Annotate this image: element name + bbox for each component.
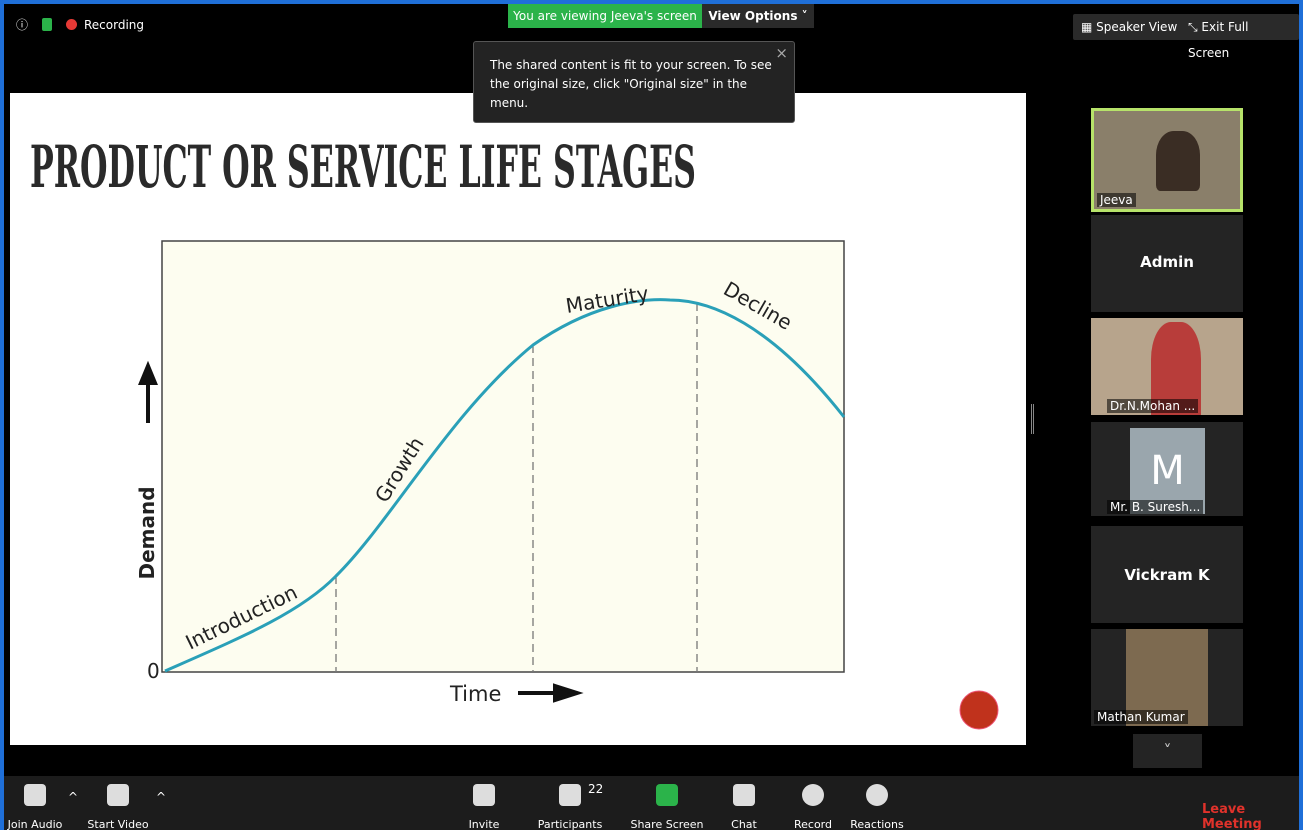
y-axis-label: Demand	[135, 486, 159, 579]
tile-name: Mathan Kumar	[1094, 710, 1188, 724]
participant-count: 22	[588, 782, 604, 796]
splitter[interactable]	[1031, 404, 1034, 434]
chat-icon[interactable]	[733, 784, 755, 806]
invite[interactable]: Invite	[468, 818, 500, 830]
audio-icon[interactable]	[24, 784, 46, 806]
tile-name: Mr. B. Suresh...	[1107, 500, 1204, 514]
life-cycle-curve	[164, 298, 846, 673]
record[interactable]: Record	[793, 818, 832, 830]
tile-name: Dr.N.Mohan ...	[1107, 399, 1199, 413]
x-arrow	[518, 683, 584, 703]
origin-label: 0	[147, 659, 160, 683]
avatar: M	[1130, 428, 1205, 514]
join-audio[interactable]: Join Audio	[7, 818, 63, 830]
photo	[1126, 629, 1208, 726]
scroll-down[interactable]: ˅	[1133, 734, 1202, 768]
record-icon[interactable]	[802, 784, 824, 806]
view-options-label[interactable]: View Options	[708, 9, 798, 23]
toolbar: Join Audio ^ Start Video ^ Invite 22 Par…	[4, 776, 1299, 830]
participants[interactable]: Participants	[537, 818, 603, 830]
invite-icon[interactable]	[473, 784, 495, 806]
slide-logo	[959, 690, 999, 730]
tooltip-text: The shared content is fit to your screen…	[490, 58, 772, 110]
stage-dividers	[335, 303, 698, 672]
tooltip-close[interactable]: ×	[775, 44, 788, 62]
tile-name: Jeeva	[1097, 193, 1136, 207]
person	[1156, 131, 1200, 191]
view-options[interactable]: View Options ˅	[702, 4, 814, 28]
share-icon[interactable]	[656, 784, 678, 806]
tooltip: The shared content is fit to your screen…	[473, 41, 795, 123]
lock-icon	[42, 18, 52, 31]
record-dot	[66, 19, 77, 30]
y-arrow	[138, 360, 158, 423]
chat[interactable]: Chat	[731, 818, 757, 830]
tile-name: Admin	[1140, 253, 1194, 271]
slide-title: PRODUCT OR SERVICE LIFE STAGES	[30, 133, 696, 201]
reactions[interactable]: Reactions	[850, 818, 904, 830]
x-axis-label: Time	[449, 682, 501, 706]
start-video[interactable]: Start Video	[87, 818, 149, 830]
chart-frame	[161, 240, 845, 673]
video-tile[interactable]: M Mr. B. Suresh...	[1091, 422, 1243, 516]
video-tile[interactable]: Jeeva	[1091, 108, 1243, 212]
viewing-banner: You are viewing Jeeva's screen	[508, 4, 702, 28]
tile-name: Vickram K	[1124, 566, 1210, 584]
speaker-view[interactable]: ▦ Speaker View	[1073, 14, 1186, 40]
shared-slide: PRODUCT OR SERVICE LIFE STAGES Introduct…	[10, 93, 1026, 745]
participants-icon[interactable]	[559, 784, 581, 806]
reactions-icon[interactable]	[866, 784, 888, 806]
video-icon[interactable]	[107, 784, 129, 806]
exit-full-screen-label[interactable]: Exit Full Screen	[1188, 20, 1249, 60]
recording-status: Recording	[84, 18, 145, 32]
exit-full-screen[interactable]: ⤡ Exit Full Screen	[1180, 14, 1299, 60]
video-tile[interactable]: Dr.N.Mohan ...	[1091, 318, 1243, 415]
share-screen[interactable]: Share Screen	[630, 818, 704, 830]
video-tile[interactable]: Mathan Kumar	[1091, 629, 1243, 726]
audio-menu[interactable]: ^	[68, 790, 79, 804]
leave-meeting[interactable]: Leave Meeting	[1202, 802, 1262, 830]
video-tile[interactable]: Vickram K	[1091, 526, 1243, 623]
video-tile[interactable]: Admin	[1091, 215, 1243, 312]
speaker-view-label[interactable]: Speaker View	[1096, 20, 1178, 34]
video-menu[interactable]: ^	[156, 790, 167, 804]
info-icon[interactable]: ⓘ	[16, 18, 29, 32]
